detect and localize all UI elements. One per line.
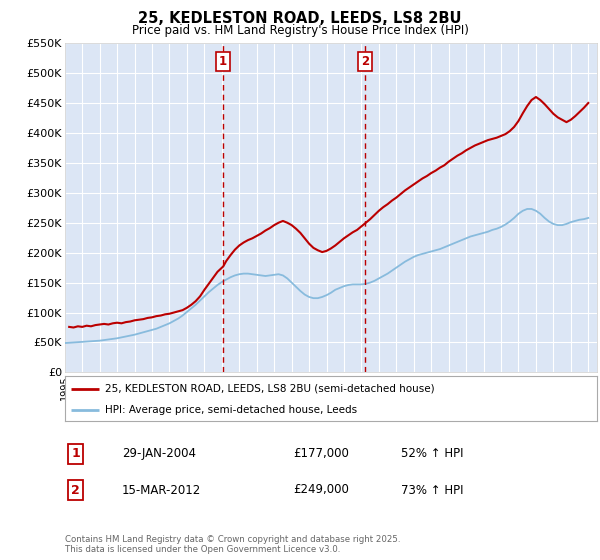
Text: £249,000: £249,000: [293, 483, 349, 497]
Text: 73% ↑ HPI: 73% ↑ HPI: [401, 483, 463, 497]
Text: 52% ↑ HPI: 52% ↑ HPI: [401, 447, 463, 460]
Text: 15-MAR-2012: 15-MAR-2012: [122, 483, 201, 497]
Text: Contains HM Land Registry data © Crown copyright and database right 2025.
This d: Contains HM Land Registry data © Crown c…: [65, 535, 400, 554]
Text: 1: 1: [219, 54, 227, 68]
Text: 29-JAN-2004: 29-JAN-2004: [122, 447, 196, 460]
Text: 2: 2: [71, 483, 80, 497]
Text: 25, KEDLESTON ROAD, LEEDS, LS8 2BU (semi-detached house): 25, KEDLESTON ROAD, LEEDS, LS8 2BU (semi…: [105, 384, 434, 394]
Text: 1: 1: [71, 447, 80, 460]
Text: HPI: Average price, semi-detached house, Leeds: HPI: Average price, semi-detached house,…: [105, 405, 357, 415]
Text: 2: 2: [361, 54, 369, 68]
Text: £177,000: £177,000: [293, 447, 349, 460]
Text: Price paid vs. HM Land Registry's House Price Index (HPI): Price paid vs. HM Land Registry's House …: [131, 24, 469, 36]
Text: 25, KEDLESTON ROAD, LEEDS, LS8 2BU: 25, KEDLESTON ROAD, LEEDS, LS8 2BU: [138, 11, 462, 26]
